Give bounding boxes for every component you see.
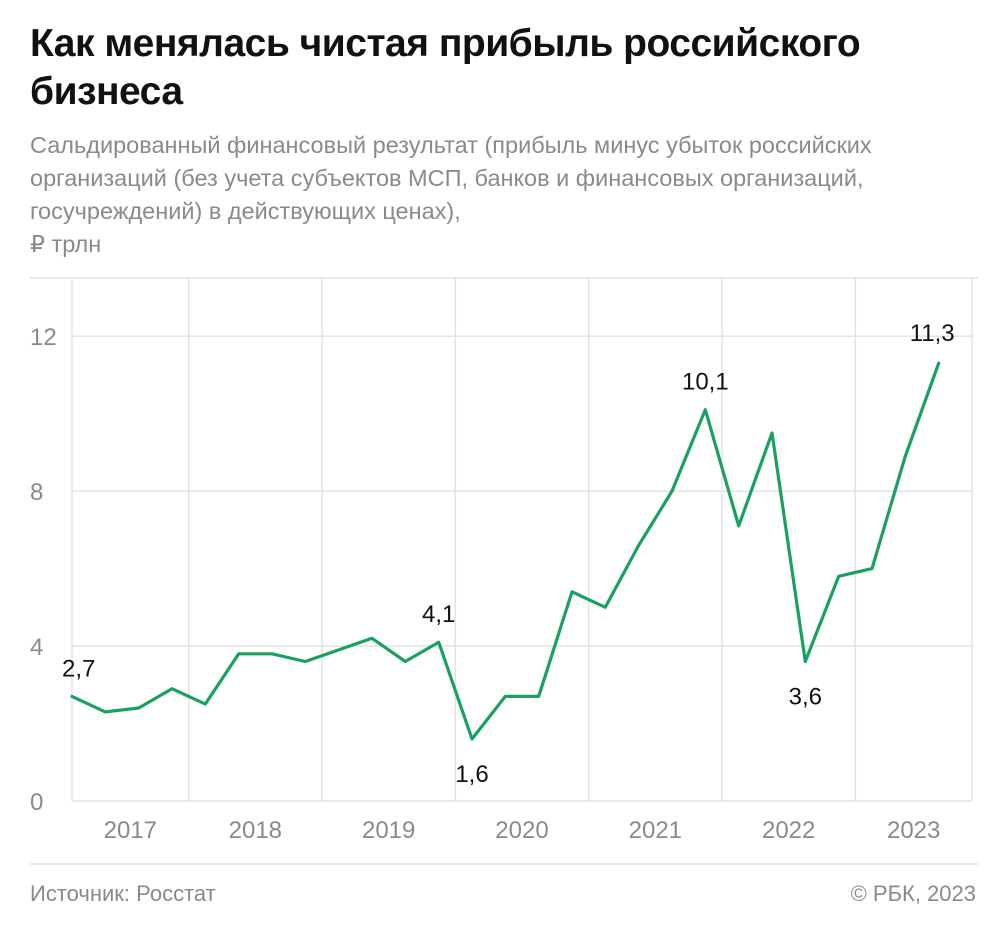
copyright-note: © РБК, 2023 [850,881,976,906]
x-axis-year-labels: 2017 2018 2019 2020 2021 2022 2023 [104,817,941,844]
y-axis-ticks: 0 4 8 12 [30,324,57,816]
data-label: 1,6 [455,761,488,788]
data-label: 10,1 [682,369,729,396]
y-tick-label: 12 [30,324,57,351]
data-label: 4,1 [422,601,455,628]
data-label: 3,6 [789,684,822,711]
x-tick-label: 2023 [887,817,940,844]
y-tick-label: 8 [30,479,43,506]
x-tick-label: 2020 [495,817,548,844]
y-tick-label: 4 [30,634,43,661]
chart-subtitle: Сальдированный финансовый результат (при… [30,129,990,261]
data-label: 2,7 [62,655,95,682]
data-label: 11,3 [910,320,955,347]
grid [30,277,978,865]
y-tick-label: 0 [30,789,43,816]
x-tick-label: 2018 [229,817,282,844]
data-labels: 2,7 4,1 1,6 10,1 3,6 11,3 [62,320,955,788]
series-line [70,361,941,741]
chart-title: Как менялась чистая прибыль российского … [30,22,861,113]
x-tick-label: 2019 [362,817,415,844]
x-tick-label: 2021 [629,817,682,844]
unit-label: ₽ трлн [30,231,102,257]
source-note: Источник: Росстат [30,881,216,906]
x-tick-label: 2022 [762,817,815,844]
x-tick-label: 2017 [104,817,157,844]
series [70,361,941,741]
subtitle-text: Сальдированный финансовый результат (при… [30,132,872,224]
